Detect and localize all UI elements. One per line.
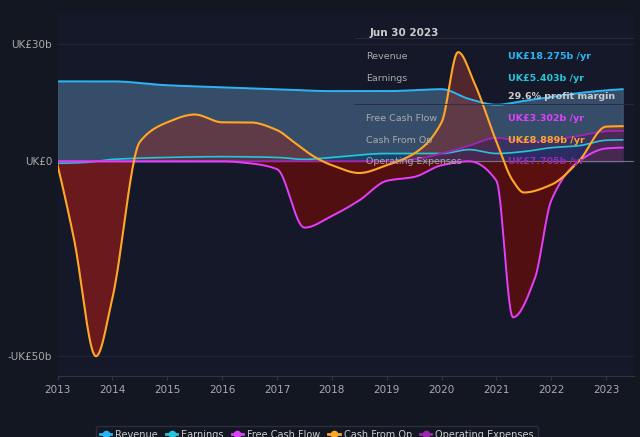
Text: Free Cash Flow: Free Cash Flow bbox=[366, 114, 438, 123]
Text: Jun 30 2023: Jun 30 2023 bbox=[369, 28, 438, 38]
Text: Operating Expenses: Operating Expenses bbox=[366, 157, 462, 166]
Text: UK£3.302b /yr: UK£3.302b /yr bbox=[508, 114, 584, 123]
Text: UK£7.705b /yr: UK£7.705b /yr bbox=[508, 157, 584, 166]
Text: Revenue: Revenue bbox=[366, 52, 408, 61]
Text: UK£8.889b /yr: UK£8.889b /yr bbox=[508, 135, 585, 145]
Text: 29.6% profit margin: 29.6% profit margin bbox=[508, 92, 616, 101]
Text: Cash From Op: Cash From Op bbox=[366, 135, 433, 145]
Text: UK£18.275b /yr: UK£18.275b /yr bbox=[508, 52, 591, 61]
Text: Earnings: Earnings bbox=[366, 74, 408, 83]
Text: UK£5.403b /yr: UK£5.403b /yr bbox=[508, 74, 584, 83]
Legend: Revenue, Earnings, Free Cash Flow, Cash From Op, Operating Expenses: Revenue, Earnings, Free Cash Flow, Cash … bbox=[96, 426, 538, 437]
